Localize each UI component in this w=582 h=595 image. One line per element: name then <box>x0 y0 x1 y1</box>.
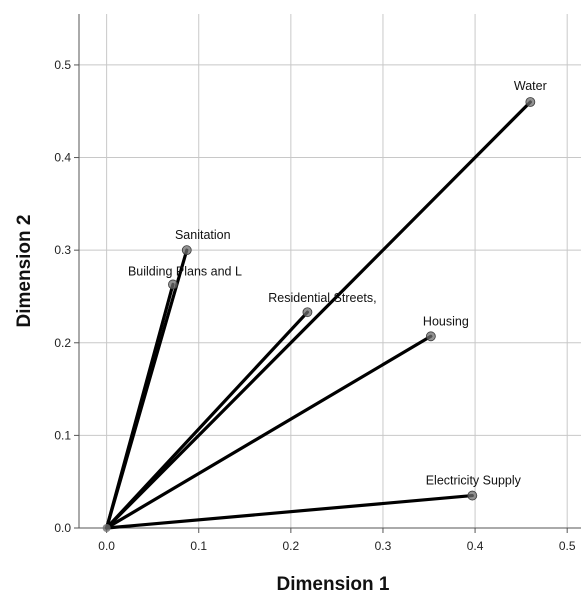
vector-line <box>105 100 532 530</box>
x-tick-label: 0.2 <box>283 539 300 553</box>
x-tick-label: 0.4 <box>467 539 484 553</box>
y-tick-label: 0.2 <box>54 336 71 350</box>
data-point <box>181 245 192 256</box>
y-tick-label: 0.3 <box>54 243 71 257</box>
data-point <box>525 97 536 107</box>
point-label: Housing <box>423 314 469 328</box>
y-tick-label: 0.1 <box>54 428 71 442</box>
vectors <box>105 100 532 530</box>
vector-line <box>105 310 310 530</box>
point-labels: Water Sanitation Building Plans and L Resid… <box>128 79 547 488</box>
y-tick-label: 0.0 <box>54 521 71 535</box>
tick-labels: 0.0 0.1 0.2 0.3 0.4 0.5 0.0 0.1 0.2 0.3 0.4 0.5 <box>54 58 576 553</box>
data-point <box>425 331 436 342</box>
y-tick-label: 0.5 <box>54 58 71 72</box>
point-label: Residential Streets, <box>268 291 376 305</box>
vector-line <box>105 334 433 530</box>
data-point <box>302 307 313 318</box>
vector-line <box>105 282 175 530</box>
point-label: Sanitation <box>175 228 231 242</box>
y-tick-label: 0.4 <box>54 151 71 165</box>
origin-point <box>102 524 111 532</box>
x-axis-title: Dimension 1 <box>277 574 390 595</box>
point-label: Electricity Supply <box>426 474 522 488</box>
data-point <box>168 279 178 290</box>
data-point <box>467 490 478 501</box>
x-tick-label: 0.1 <box>190 539 207 553</box>
y-axis-title: Dimension 2 <box>14 215 35 328</box>
points <box>102 97 536 532</box>
x-tick-label: 0.5 <box>559 539 576 553</box>
vector-line <box>105 493 474 530</box>
grid <box>79 14 581 529</box>
point-label: Water <box>514 79 547 93</box>
x-tick-label: 0.0 <box>98 539 115 553</box>
point-label: Building Plans and L <box>128 264 242 278</box>
x-tick-label: 0.3 <box>375 539 392 553</box>
